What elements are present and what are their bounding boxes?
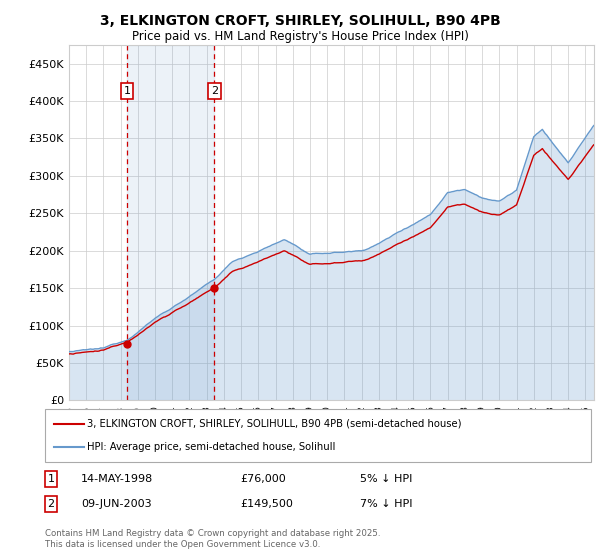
Text: 09-JUN-2003: 09-JUN-2003 xyxy=(81,499,152,509)
Text: 2: 2 xyxy=(47,499,55,509)
Text: 5% ↓ HPI: 5% ↓ HPI xyxy=(360,474,412,484)
Text: HPI: Average price, semi-detached house, Solihull: HPI: Average price, semi-detached house,… xyxy=(87,442,335,452)
Text: £76,000: £76,000 xyxy=(240,474,286,484)
Text: 1: 1 xyxy=(47,474,55,484)
Text: Contains HM Land Registry data © Crown copyright and database right 2025.
This d: Contains HM Land Registry data © Crown c… xyxy=(45,529,380,549)
Text: 14-MAY-1998: 14-MAY-1998 xyxy=(81,474,153,484)
Text: £149,500: £149,500 xyxy=(240,499,293,509)
Text: Price paid vs. HM Land Registry's House Price Index (HPI): Price paid vs. HM Land Registry's House … xyxy=(131,30,469,43)
Bar xyxy=(127,45,214,400)
Text: 2: 2 xyxy=(211,86,218,96)
Text: 3, ELKINGTON CROFT, SHIRLEY, SOLIHULL, B90 4PB (semi-detached house): 3, ELKINGTON CROFT, SHIRLEY, SOLIHULL, B… xyxy=(87,419,461,429)
Text: 1: 1 xyxy=(124,86,130,96)
Text: 3, ELKINGTON CROFT, SHIRLEY, SOLIHULL, B90 4PB: 3, ELKINGTON CROFT, SHIRLEY, SOLIHULL, B… xyxy=(100,14,500,28)
Text: 7% ↓ HPI: 7% ↓ HPI xyxy=(360,499,413,509)
